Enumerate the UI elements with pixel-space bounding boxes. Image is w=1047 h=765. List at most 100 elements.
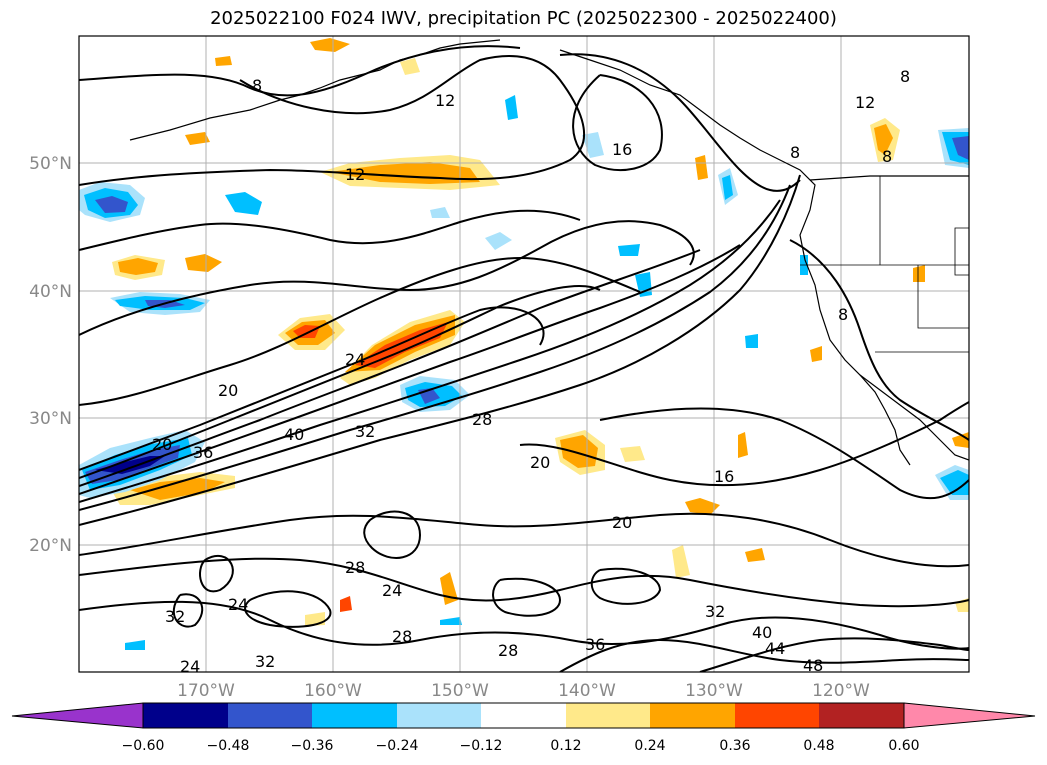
contour-sub-24 (79, 512, 969, 568)
coastline (129, 39, 969, 466)
contour-east-20 (599, 407, 969, 500)
patch-neg-west-48n-core (95, 196, 128, 213)
colorbar-tick: 0.36 (719, 738, 750, 754)
contour-label: 8 (882, 147, 892, 166)
patch-neg-e (485, 232, 512, 250)
colorbar-tick: 0.48 (803, 738, 834, 754)
contour-label: 32 (165, 607, 185, 626)
colorbar-swatch (650, 703, 735, 728)
colorbar-swatch (819, 703, 904, 728)
patch-neg-c (618, 244, 640, 256)
colorbar-extend-right (903, 702, 1036, 729)
patch-pos-north-a (185, 132, 210, 145)
patch-pos-east-f (913, 265, 925, 282)
contour-8-north (79, 45, 521, 97)
patch-neg-northeast-coast-core (952, 136, 969, 160)
contour-label: 12 (435, 91, 455, 110)
contour-label: 16 (714, 467, 734, 486)
state-borders (800, 176, 969, 353)
contour-small-d (492, 577, 561, 617)
iwv-contours (79, 45, 969, 672)
contour-mid-west (79, 209, 581, 251)
contour-label: 8 (838, 305, 848, 324)
patch-pos-east-j (952, 432, 969, 448)
contour-label: 44 (765, 639, 785, 658)
contour-label: 32 (705, 602, 725, 621)
contour-label: 16 (612, 140, 632, 159)
patch-neg-j (440, 617, 462, 625)
patch-neg-h (745, 334, 758, 348)
lat-tick-labels: 50°N 40°N 30°N 20°N (29, 154, 72, 556)
colorbar-frame (142, 702, 905, 729)
contour-label: 8 (252, 76, 262, 95)
colorbar-tick: 0.12 (550, 738, 581, 754)
colorbar-swatch (481, 703, 566, 728)
patch-pos-lat42-b (185, 254, 222, 272)
chart-title: 2025022100 F024 IWV, precipitation PC (2… (210, 8, 837, 29)
border-canada-east (954, 227, 969, 276)
lon-tick-label: 160°W (304, 681, 362, 701)
lon-tick-label: 150°W (431, 681, 489, 701)
colorbar-tick: 0.60 (888, 738, 919, 754)
patch-neg-f-mid (940, 470, 969, 495)
contour-label: 8 (900, 67, 910, 86)
contour-label: 24 (345, 350, 365, 369)
contour-east-8 (789, 239, 969, 441)
contour-jet-4 (79, 244, 741, 495)
map-panel: 8 8 8 12 12 12 16 16 20 20 20 20 24 24 2… (79, 36, 969, 676)
contour-jet-3 (79, 249, 701, 487)
contour-label: 12 (855, 93, 875, 112)
coastline-gulf-alaska (559, 49, 969, 461)
colorbar-tick: −0.12 (460, 738, 503, 754)
precip-patches (79, 38, 969, 650)
patch-neg-north-pocket (225, 192, 262, 215)
patch-pos-east-30n-mid (560, 435, 598, 468)
colorbar-tick: −0.48 (207, 738, 250, 754)
contour-label: 24 (180, 657, 200, 676)
lon-tick-label: 170°W (177, 681, 235, 701)
patch-pos-east-h (810, 346, 822, 362)
contour-label: 8 (790, 143, 800, 162)
contour-sub-36 (559, 639, 969, 672)
contour-label: 28 (498, 641, 518, 660)
patch-pos-north-c (310, 38, 350, 52)
lat-tick-label: 30°N (29, 409, 72, 429)
patch-neg-a (505, 95, 518, 120)
border-states-east (917, 265, 969, 329)
contour-label: 20 (152, 435, 172, 454)
contour-sub-28 (79, 557, 969, 608)
patch-pos-north-d (400, 58, 420, 75)
patch-pos-lowlat-west-mid (130, 478, 225, 500)
contour-inner-loop (572, 74, 663, 171)
colorbar-swatch (143, 703, 228, 728)
contour-jet-2 (79, 284, 601, 479)
patch-neg-g (430, 207, 450, 218)
contour-sub-40 (699, 637, 969, 672)
contour-sub-32 (79, 600, 969, 650)
contour-small-f (172, 593, 204, 628)
contour-label: 20 (612, 513, 632, 532)
contour-jet-6 (79, 184, 791, 511)
contour-12-north (79, 55, 586, 186)
contour-jet-7 (79, 174, 801, 526)
colorbar-tick: −0.36 (291, 738, 334, 754)
contour-jet-5 (79, 199, 781, 503)
contour-label: 40 (752, 623, 772, 642)
contour-label: 48 (803, 656, 823, 675)
contour-20-west (79, 220, 695, 336)
contour-label: 36 (193, 443, 213, 462)
patch-pos-north-east-mid (874, 124, 893, 155)
lat-tick-label: 50°N (29, 154, 72, 174)
contour-label: 28 (392, 627, 412, 646)
lat-tick-label: 20°N (29, 536, 72, 556)
colorbar-extend-left (11, 702, 144, 729)
lon-tick-label: 130°W (685, 681, 743, 701)
patch-pos-east-d (620, 446, 645, 462)
patch-pos-east-b (738, 432, 748, 458)
contour-28-west (79, 257, 641, 406)
patch-pos-east-a (685, 498, 720, 515)
colorbar: −0.60 −0.48 −0.36 −0.24 −0.12 0.12 0.24 … (11, 702, 1036, 754)
contour-east-16 (519, 401, 969, 487)
colorbar-swatch (397, 703, 481, 728)
